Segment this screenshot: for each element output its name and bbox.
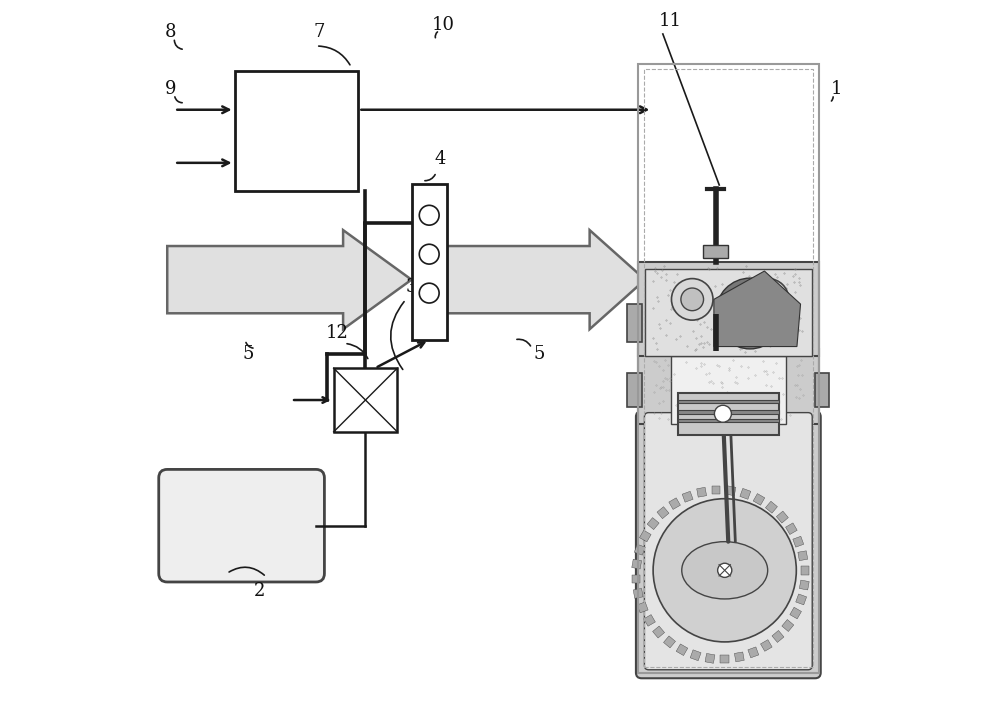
Bar (712, 486, 720, 494)
Bar (645, 269, 812, 356)
Bar (782, 620, 794, 632)
Bar (653, 626, 665, 638)
Bar (772, 630, 784, 642)
Text: 8: 8 (165, 23, 177, 41)
Bar (761, 639, 772, 651)
Bar (705, 653, 715, 663)
Text: 3: 3 (406, 278, 417, 296)
Circle shape (419, 244, 439, 264)
Text: 1: 1 (831, 79, 842, 98)
Circle shape (757, 288, 779, 311)
Bar (627, 373, 642, 407)
Bar (632, 575, 640, 583)
Bar (734, 652, 744, 662)
Text: 5: 5 (533, 345, 545, 363)
Text: 6: 6 (724, 306, 736, 324)
Bar (632, 559, 642, 569)
Bar (669, 498, 680, 510)
Bar (412, 184, 447, 340)
Polygon shape (714, 271, 801, 346)
Bar (678, 410, 779, 413)
Bar (664, 636, 675, 648)
Text: 11: 11 (658, 12, 681, 30)
Bar (638, 262, 819, 356)
Bar (671, 356, 786, 424)
Bar (678, 418, 779, 422)
Text: 7: 7 (314, 23, 325, 41)
Bar (765, 501, 777, 513)
Bar (776, 511, 788, 523)
Bar (638, 349, 819, 424)
Bar (796, 594, 807, 605)
Circle shape (714, 405, 731, 422)
Bar (690, 650, 701, 661)
Text: 10: 10 (432, 16, 455, 34)
Bar (793, 536, 804, 547)
Bar (790, 607, 801, 619)
Circle shape (718, 564, 732, 578)
Bar (638, 64, 819, 673)
Bar (720, 655, 729, 663)
Bar (678, 399, 779, 403)
Bar (627, 304, 642, 342)
Bar (801, 566, 809, 575)
Bar (786, 523, 797, 535)
FancyBboxPatch shape (636, 411, 821, 678)
Text: 5: 5 (243, 345, 254, 363)
Circle shape (419, 283, 439, 303)
Circle shape (671, 278, 713, 320)
Circle shape (653, 498, 796, 642)
Bar (637, 602, 648, 613)
Bar (644, 615, 655, 626)
Bar (703, 246, 728, 258)
Bar (815, 373, 829, 407)
Ellipse shape (682, 542, 768, 599)
FancyBboxPatch shape (644, 413, 812, 670)
Bar (798, 551, 808, 561)
Polygon shape (447, 230, 645, 329)
Bar (639, 530, 651, 542)
Bar (748, 647, 759, 658)
Bar (334, 368, 397, 432)
Bar (799, 580, 809, 590)
Text: 12: 12 (326, 324, 349, 342)
Text: 9: 9 (165, 79, 177, 98)
Bar (633, 588, 643, 598)
Circle shape (681, 288, 704, 311)
Ellipse shape (716, 278, 784, 349)
Bar (676, 644, 688, 656)
Bar (657, 507, 669, 519)
Bar (678, 392, 779, 435)
Bar (740, 489, 751, 499)
Bar (753, 493, 765, 506)
Circle shape (747, 278, 789, 320)
Bar (644, 69, 813, 667)
Bar (235, 71, 358, 191)
Text: 2: 2 (254, 582, 265, 600)
Bar (682, 491, 693, 502)
Text: 4: 4 (434, 150, 446, 169)
Bar (647, 518, 659, 530)
Polygon shape (167, 230, 412, 329)
Bar (726, 486, 736, 496)
Bar (697, 487, 707, 497)
Circle shape (419, 205, 439, 225)
Bar (634, 544, 645, 555)
FancyBboxPatch shape (159, 469, 324, 582)
